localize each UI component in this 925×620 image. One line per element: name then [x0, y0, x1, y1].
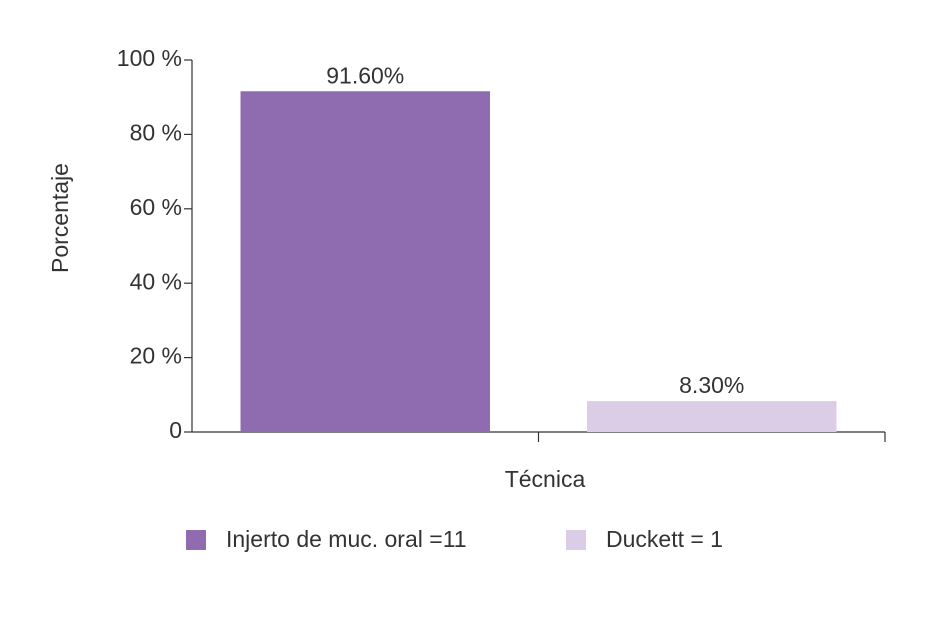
- bar: [240, 91, 490, 433]
- y-tick-label: 100 %: [117, 45, 182, 71]
- y-tick-label: 0: [169, 417, 182, 443]
- y-tick-label: 80 %: [130, 119, 182, 145]
- value-label: 8.30%: [679, 372, 744, 398]
- y-tick-label: 60 %: [130, 194, 182, 220]
- bar: [587, 401, 837, 432]
- y-axis-label: Porcentaje: [47, 163, 73, 273]
- legend-swatch: [566, 530, 586, 550]
- y-tick-label: 40 %: [130, 268, 182, 294]
- value-label: 91.60%: [326, 62, 404, 88]
- legend-label: Duckett = 1: [606, 526, 723, 552]
- y-tick-label: 20 %: [130, 343, 182, 369]
- legend-swatch: [186, 530, 206, 550]
- legend-label: Injerto de muc. oral =11: [226, 526, 467, 552]
- x-axis-label: Técnica: [505, 466, 586, 492]
